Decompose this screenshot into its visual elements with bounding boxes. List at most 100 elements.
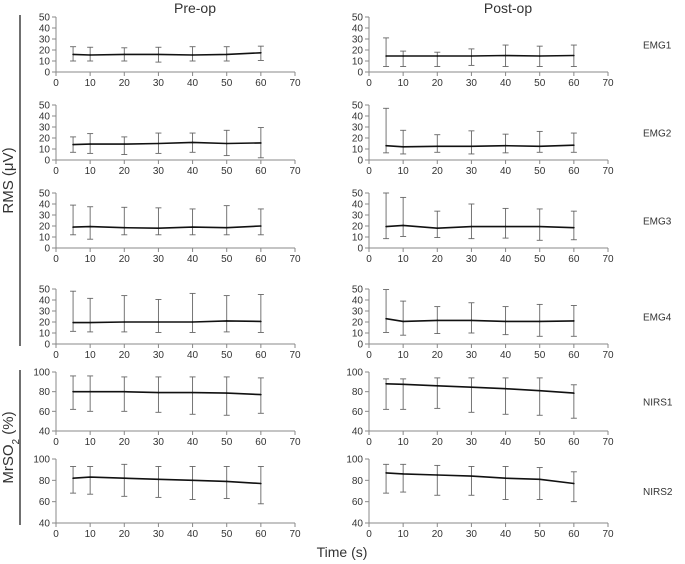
mean-point <box>538 225 541 228</box>
mean-point <box>504 225 507 228</box>
x-tick-label: 60 <box>568 350 580 361</box>
mean-point <box>538 320 541 323</box>
mean-point <box>538 478 541 481</box>
mean-point <box>573 226 575 229</box>
y-tick-label: 100 <box>346 455 363 466</box>
x-tick-label: 40 <box>187 437 199 448</box>
mean-point <box>72 226 74 228</box>
mean-point <box>385 55 387 57</box>
mean-point <box>436 474 439 476</box>
x-tick-label: 0 <box>366 529 372 540</box>
mean-point <box>89 321 91 324</box>
mean-point <box>385 472 387 474</box>
y-tick-label: 80 <box>352 476 364 487</box>
mean-point <box>225 392 228 394</box>
mean-line <box>73 141 261 146</box>
x-tick-label: 30 <box>466 78 478 89</box>
x-tick-label: 10 <box>398 166 410 177</box>
x-tick-label: 50 <box>221 437 233 448</box>
x-tick-label: 10 <box>85 529 97 540</box>
x-tick-label: 60 <box>255 166 267 177</box>
x-tick-label: 50 <box>534 78 546 89</box>
x-tick-label: 70 <box>289 166 301 177</box>
x-tick-label: 50 <box>221 529 233 540</box>
y-tick-label: 50 <box>39 189 51 200</box>
mean-point <box>573 482 575 485</box>
x-tick-label: 60 <box>255 529 267 540</box>
x-tick-label: 70 <box>602 529 614 540</box>
mean-point <box>385 225 387 228</box>
y-tick-label: 50 <box>39 13 51 24</box>
x-tick-label: 0 <box>53 166 59 177</box>
y-tick-label: 20 <box>352 134 364 145</box>
x-tick-label: 50 <box>534 254 546 265</box>
mean-point <box>260 225 262 227</box>
x-tick-label: 30 <box>153 529 165 540</box>
x-tick-label: 50 <box>534 529 546 540</box>
row-label-emg1: EMG1 <box>643 41 672 52</box>
x-tick-label: 20 <box>432 529 444 540</box>
x-tick-label: 40 <box>187 78 199 89</box>
mean-point <box>225 320 228 322</box>
x-tick-label: 40 <box>500 78 512 89</box>
x-axis-label: Time (s) <box>317 544 368 560</box>
x-tick-label: 30 <box>466 254 478 265</box>
y-tick-label: 10 <box>352 329 364 340</box>
mean-point <box>225 53 228 56</box>
mean-line <box>73 390 261 396</box>
y-tick-label: 50 <box>352 189 364 200</box>
mean-point <box>436 145 439 148</box>
y-tick-label: 60 <box>352 497 364 508</box>
y-tick-label: 80 <box>352 387 364 398</box>
y-tick-label: 30 <box>39 35 51 46</box>
row-label-emg4: EMG4 <box>643 313 672 324</box>
y-tick-label: 30 <box>352 307 364 318</box>
mean-line <box>73 476 261 485</box>
x-tick-label: 20 <box>119 437 131 448</box>
y-tick-label: 50 <box>352 285 364 296</box>
y-tick-label: 0 <box>357 244 363 255</box>
mean-point <box>191 321 194 323</box>
mean-point <box>225 226 228 229</box>
x-tick-label: 0 <box>53 437 59 448</box>
y-tick-label: 40 <box>352 519 364 530</box>
mean-point <box>504 477 507 480</box>
x-tick-label: 10 <box>398 529 410 540</box>
mean-line <box>386 224 574 230</box>
x-tick-label: 70 <box>289 529 301 540</box>
x-tick-label: 30 <box>153 166 165 177</box>
x-tick-label: 60 <box>568 254 580 265</box>
x-tick-label: 50 <box>221 78 233 89</box>
x-tick-label: 10 <box>398 254 410 265</box>
mean-point <box>260 51 262 54</box>
panel-nirs2-postop: 40 60 80 100 0 10 20 30 40 50 60 70 <box>346 455 614 541</box>
y-tick-label: 40 <box>352 200 364 211</box>
side-labels-layer: EMG1 EMG2 EMG3 EMG4 NIRS1 NIRS2 RMS (μV) MrSO2 … <box>0 15 673 525</box>
x-tick-label: 70 <box>289 437 301 448</box>
x-tick-label: 20 <box>432 78 444 89</box>
mean-point <box>191 54 194 56</box>
x-tick-label: 0 <box>366 166 372 177</box>
x-tick-label: 30 <box>153 437 165 448</box>
row-label-emg3: EMG3 <box>643 217 672 228</box>
mean-point <box>72 477 74 480</box>
mean-point <box>573 392 575 394</box>
x-tick-label: 20 <box>119 254 131 265</box>
mean-point <box>402 320 404 323</box>
y-tick-label: 0 <box>44 156 50 167</box>
mean-point <box>402 473 404 475</box>
y-tick-label: 10 <box>39 329 51 340</box>
mean-point <box>385 383 387 385</box>
x-tick-label: 10 <box>398 350 410 361</box>
row-label-emg2: EMG2 <box>643 129 672 140</box>
mean-point <box>157 53 160 56</box>
y-tick-label: 10 <box>352 233 364 244</box>
y-tick-label: 40 <box>39 296 51 307</box>
mean-point <box>504 144 507 147</box>
mean-point <box>436 227 439 229</box>
mean-point <box>89 390 91 393</box>
mean-point <box>402 146 404 148</box>
mean-point <box>402 55 404 57</box>
